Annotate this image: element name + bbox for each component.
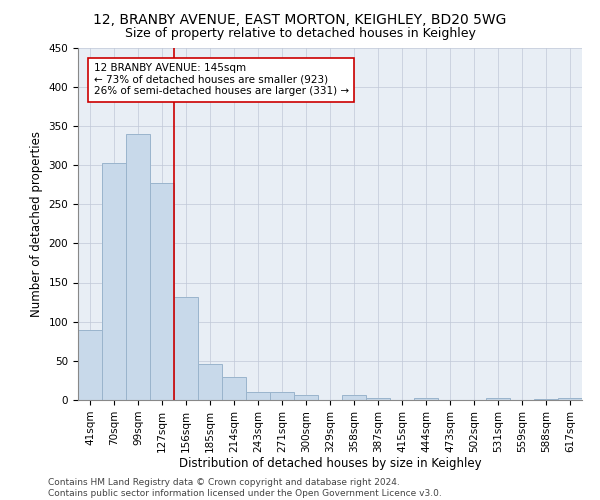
Text: Contains HM Land Registry data © Crown copyright and database right 2024.
Contai: Contains HM Land Registry data © Crown c…	[48, 478, 442, 498]
Text: 12 BRANBY AVENUE: 145sqm
← 73% of detached houses are smaller (923)
26% of semi-: 12 BRANBY AVENUE: 145sqm ← 73% of detach…	[94, 63, 349, 96]
Bar	[342, 394, 366, 400]
Bar	[126, 134, 150, 400]
Bar	[486, 398, 510, 400]
Bar	[558, 398, 582, 400]
Y-axis label: Number of detached properties: Number of detached properties	[30, 130, 43, 317]
Bar	[222, 376, 246, 400]
Text: 12, BRANBY AVENUE, EAST MORTON, KEIGHLEY, BD20 5WG: 12, BRANBY AVENUE, EAST MORTON, KEIGHLEY…	[94, 12, 506, 26]
Bar	[102, 164, 126, 400]
Bar	[246, 392, 270, 400]
Bar	[414, 398, 438, 400]
Bar	[534, 399, 558, 400]
Bar	[78, 330, 102, 400]
X-axis label: Distribution of detached houses by size in Keighley: Distribution of detached houses by size …	[179, 458, 481, 470]
Bar	[366, 398, 390, 400]
Text: Size of property relative to detached houses in Keighley: Size of property relative to detached ho…	[125, 28, 475, 40]
Bar	[174, 298, 198, 400]
Bar	[150, 183, 174, 400]
Bar	[294, 394, 318, 400]
Bar	[270, 392, 294, 400]
Bar	[198, 364, 222, 400]
